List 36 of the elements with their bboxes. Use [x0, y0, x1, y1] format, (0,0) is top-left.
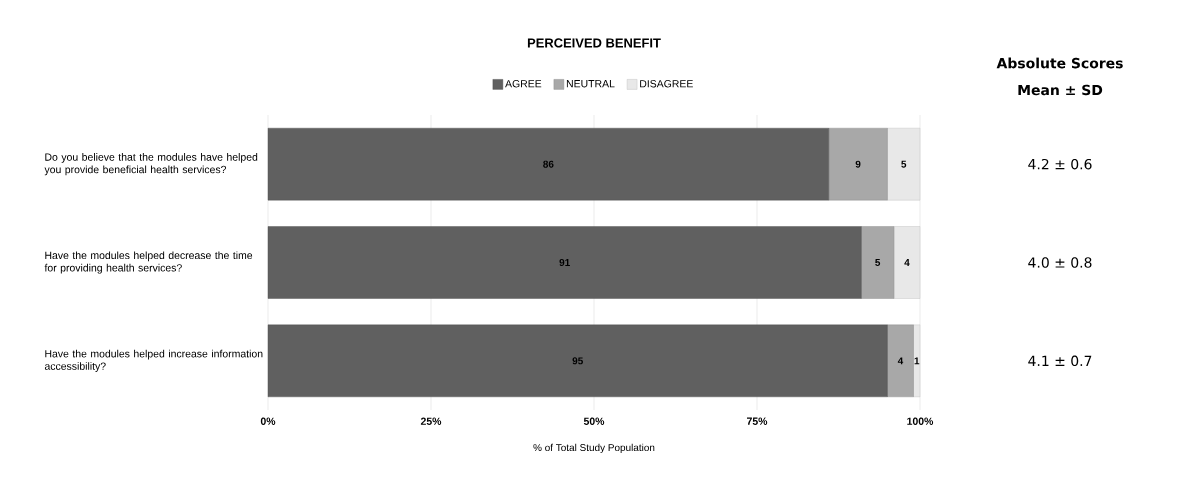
- data-label: 9: [855, 160, 861, 168]
- x-tick-label: 0%: [260, 417, 276, 425]
- bar: [861, 226, 895, 299]
- bar: [267, 226, 862, 299]
- bar: [267, 127, 829, 201]
- text: 4.1 ± 0.7: [1028, 355, 1092, 367]
- bar: [913, 324, 921, 398]
- x-tick-label: 50%: [583, 417, 605, 425]
- x-tick-label: 25%: [420, 417, 442, 425]
- data-label: 5: [875, 259, 881, 266]
- data-label: 91: [559, 258, 570, 267]
- legend-label: AGREE: [505, 80, 542, 88]
- legend-label: DISAGREE: [640, 80, 693, 88]
- text: 4.2 ± 0.6: [1028, 158, 1092, 170]
- y-tick-label: Do you believe that the modules have helped you provide beneficial health services?: [44, 153, 258, 176]
- text: Absolute Scores: [996, 57, 1123, 69]
- bar: [267, 324, 888, 398]
- bar: [887, 324, 914, 398]
- text: 4.0 ± 0.8: [1028, 257, 1092, 268]
- x-tick-label: 100%: [907, 417, 934, 425]
- chart-title: PERCEIVED BENEFIT: [527, 38, 661, 48]
- y-tick-label: Have the modules helped increase information accessibility?: [44, 349, 263, 372]
- data-label: 4: [897, 357, 904, 365]
- bar: [893, 226, 921, 299]
- bar: [828, 127, 888, 201]
- data-label: 4: [904, 259, 910, 266]
- data-label: 1: [914, 357, 920, 365]
- data-label: 86: [543, 160, 554, 168]
- legend-label: NEUTRAL: [566, 80, 615, 88]
- data-label: 95: [572, 357, 583, 365]
- data-label: 5: [901, 160, 907, 168]
- bar: [887, 127, 921, 201]
- text: Mean ± SD: [1018, 84, 1103, 96]
- y-tick-label: Have the modules helped decrease the time for providing health services?: [44, 251, 253, 274]
- x-tick-label: 75%: [746, 417, 768, 425]
- x-axis-title: % of Total Study Population: [533, 443, 655, 454]
